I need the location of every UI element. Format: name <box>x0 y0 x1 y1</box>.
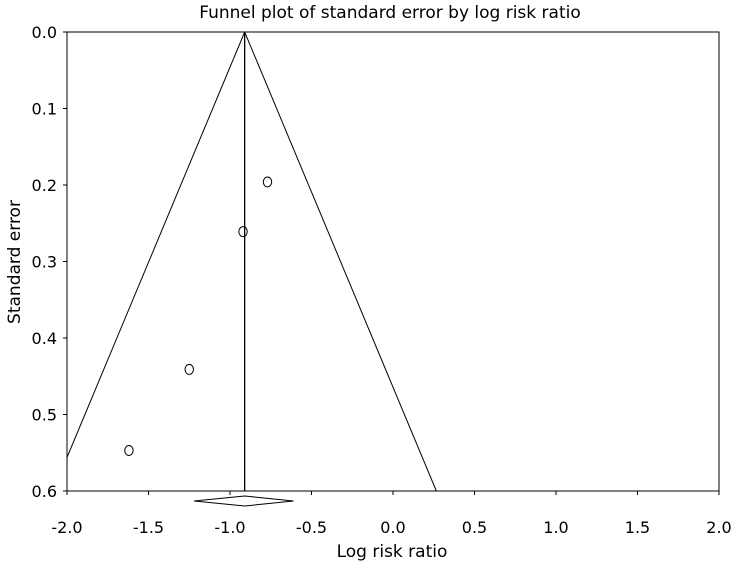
x-tick-label: -0.5 <box>296 518 327 537</box>
x-tick-label: 1.0 <box>543 518 568 537</box>
plot-frame <box>66 31 720 492</box>
x-tick-label: 0.5 <box>462 518 487 537</box>
y-axis-ticks: 0.0 0.1 0.2 0.3 0.4 0.5 0.6 <box>32 23 67 501</box>
y-tick-label: 0.3 <box>32 253 57 272</box>
y-tick-label: 0.5 <box>32 406 57 425</box>
x-tick-label: 2.0 <box>706 518 731 537</box>
x-tick-label: -1.5 <box>133 518 164 537</box>
x-tick-label: 0.0 <box>380 518 405 537</box>
x-tick-label: -2.0 <box>51 518 82 537</box>
x-axis-ticks: -2.0 -1.5 -1.0 -0.5 0.0 0.5 1.0 1.5 2.0 <box>51 491 732 537</box>
funnel-left-line <box>67 32 246 459</box>
study-point <box>262 176 273 188</box>
x-tick-label: 1.5 <box>625 518 650 537</box>
x-axis-label: Log risk ratio <box>337 542 448 562</box>
study-point <box>238 226 248 238</box>
y-tick-label: 0.2 <box>32 176 57 195</box>
y-tick-label: 0.4 <box>32 329 57 348</box>
y-tick-label: 0.0 <box>32 23 57 42</box>
summary-diamond <box>194 495 294 507</box>
study-point <box>184 363 194 375</box>
study-point <box>124 444 134 456</box>
plot-marks <box>67 32 437 507</box>
x-tick-label: -1.0 <box>214 518 245 537</box>
chart-title: Funnel plot of standard error by log ris… <box>199 3 581 23</box>
y-tick-label: 0.6 <box>32 482 57 501</box>
funnel-right-line <box>244 32 437 491</box>
y-tick-label: 0.1 <box>32 100 57 119</box>
y-axis-label: Standard error <box>5 200 25 324</box>
